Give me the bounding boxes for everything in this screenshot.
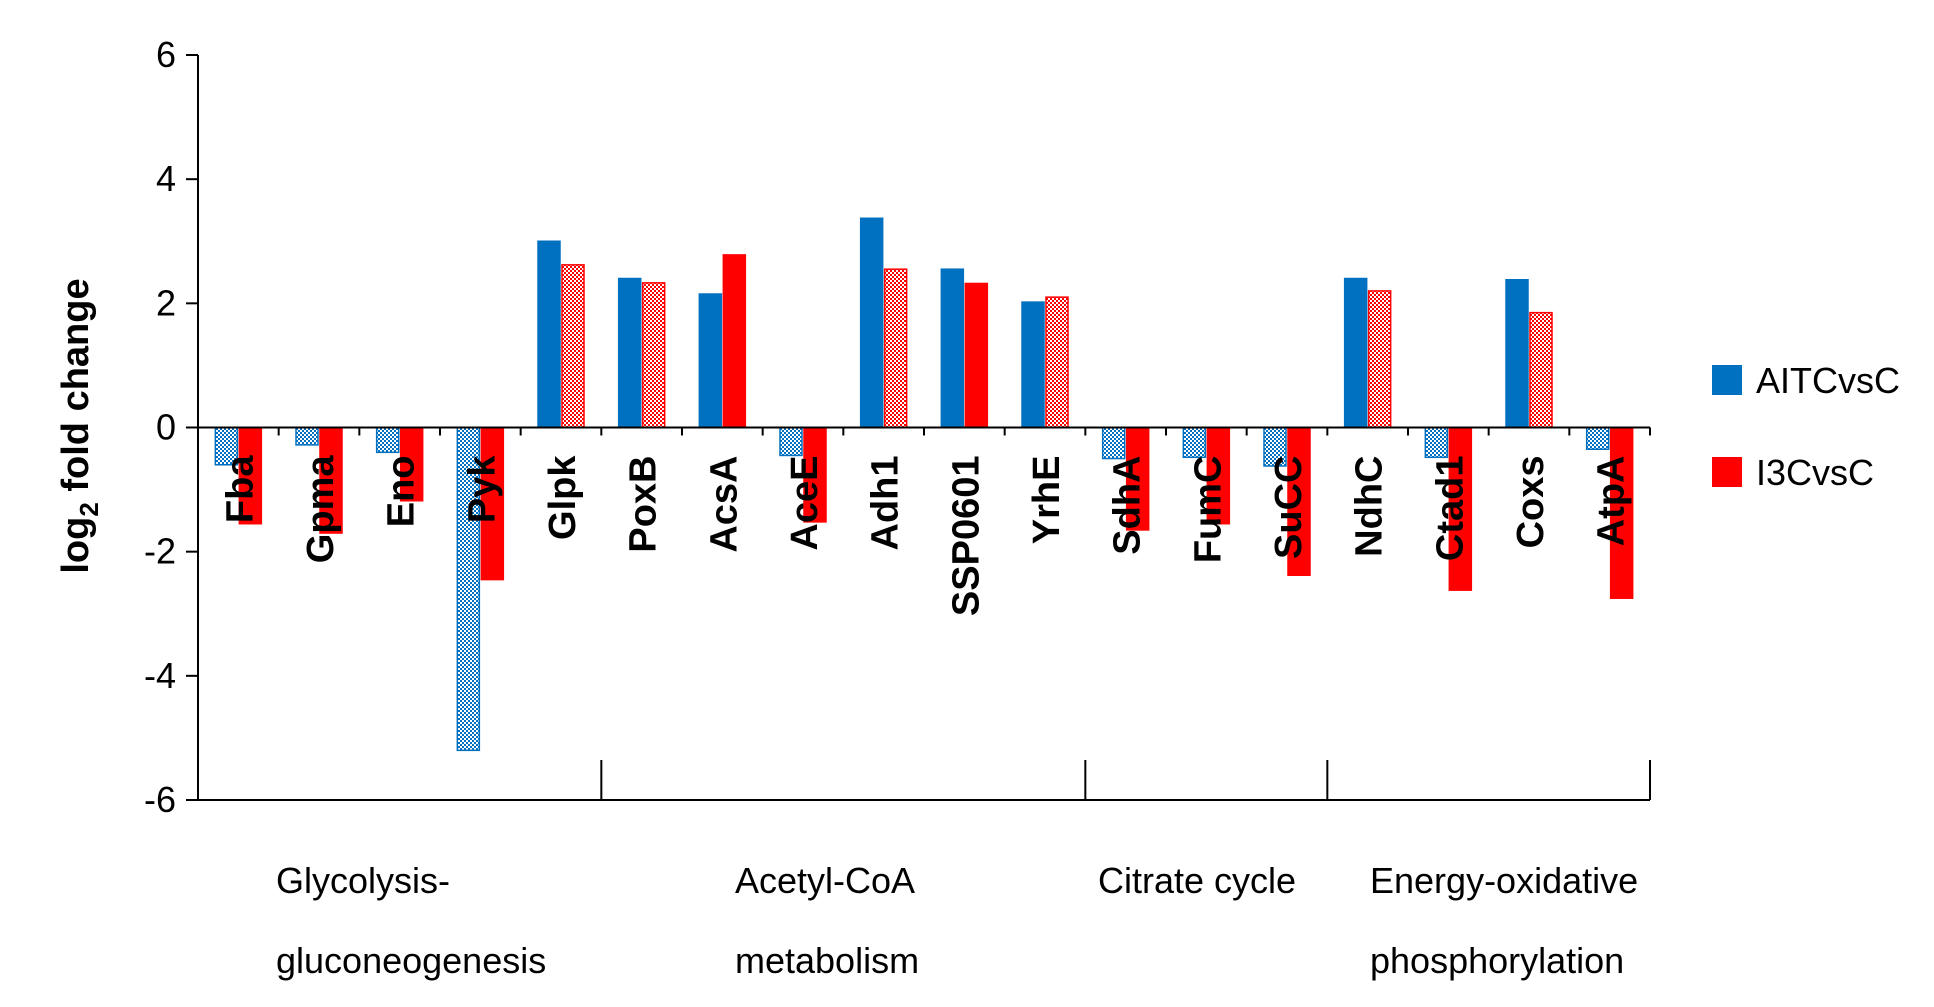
bar-aitcvsc-acsa bbox=[698, 293, 723, 429]
bar-aitcvsc-ctad1 bbox=[1424, 426, 1449, 459]
bar-aitcvsc-gpma bbox=[295, 426, 319, 446]
bar-aitcvsc-adh1 bbox=[859, 217, 884, 429]
category-labels: Fba Gpma Eno Pyk Glpk PoxB AcsA AceE Adh1 SSP0601… bbox=[219, 455, 1632, 616]
bar-aitcvsc-coxs bbox=[1505, 278, 1529, 429]
category-label-gpma: Gpma bbox=[300, 455, 342, 564]
category-label-coxs: Coxs bbox=[1510, 456, 1552, 549]
bar-aitcvsc-sdha bbox=[1101, 426, 1126, 460]
bar-aitcvsc-ndhc bbox=[1343, 277, 1368, 429]
legend-label-aitcvsc: AITCvsC bbox=[1756, 360, 1900, 401]
y-tick-label: -4 bbox=[144, 655, 176, 696]
bar-aitcvsc-eno bbox=[375, 426, 400, 454]
category-label-sdha: SdhA bbox=[1107, 456, 1149, 555]
bar-aitcvsc-yrhe bbox=[1021, 301, 1045, 429]
group-label-line: Acetyl-CoA bbox=[735, 860, 915, 901]
bars-layer bbox=[214, 217, 1634, 752]
y-tick-label: 6 bbox=[156, 34, 176, 75]
category-label-poxb: PoxB bbox=[623, 456, 665, 553]
bar-i3cvsc-ssp0601 bbox=[964, 282, 989, 429]
group-label-line: Energy-oxidative bbox=[1370, 860, 1638, 901]
category-label-ndhc: NdhC bbox=[1349, 456, 1391, 557]
category-label-succ: SuCC bbox=[1268, 456, 1310, 559]
category-label-glpk: Glpk bbox=[542, 455, 584, 540]
legend: AITCvsC I3CvsC bbox=[1712, 360, 1900, 493]
category-label-acee: AceE bbox=[784, 456, 826, 551]
y-axis-label: log2 fold change bbox=[55, 278, 104, 573]
bar-i3cvsc-ndhc bbox=[1367, 290, 1392, 429]
category-label-ctad1: Ctad1 bbox=[1429, 456, 1471, 562]
category-label-atpa: AtpA bbox=[1591, 456, 1633, 547]
bar-aitcvsc-acee bbox=[779, 426, 803, 457]
bar-i3cvsc-poxb bbox=[641, 282, 666, 429]
group-label-line: gluconeogenesis bbox=[276, 940, 546, 981]
category-label-eno: Eno bbox=[381, 456, 423, 528]
bar-aitcvsc-ssp0601 bbox=[940, 268, 965, 429]
bar-i3cvsc-yrhe bbox=[1045, 296, 1069, 429]
bar-i3cvsc-glpk bbox=[561, 264, 585, 429]
group-label-line: metabolism bbox=[735, 940, 919, 981]
category-label-ssp0601: SSP0601 bbox=[945, 456, 987, 617]
group-label-line: Citrate cycle bbox=[1098, 860, 1296, 901]
category-label-yrhe: YrhE bbox=[1026, 456, 1068, 545]
category-label-pyk: Pyk bbox=[461, 455, 503, 523]
bar-i3cvsc-coxs bbox=[1529, 311, 1553, 429]
bar-i3cvsc-adh1 bbox=[883, 268, 908, 429]
category-label-fumc: FumC bbox=[1187, 456, 1229, 564]
legend-swatch-i3cvsc bbox=[1712, 457, 1742, 487]
bar-aitcvsc-glpk bbox=[537, 240, 561, 429]
category-label-fba: Fba bbox=[219, 455, 261, 523]
axes-layer: -6 -4 -2 0 2 4 6 bbox=[144, 34, 1651, 820]
category-label-acsa: AcsA bbox=[703, 456, 745, 553]
bar-aitcvsc-fumc bbox=[1182, 426, 1207, 459]
bar-aitcvsc-poxb bbox=[617, 277, 642, 429]
legend-swatch-aitcvsc bbox=[1712, 365, 1742, 395]
legend-label-i3cvsc: I3CvsC bbox=[1756, 452, 1874, 493]
y-tick-label: 0 bbox=[156, 407, 176, 448]
group-label-line: phosphorylation bbox=[1370, 940, 1624, 981]
y-tick-label: -2 bbox=[144, 531, 176, 572]
y-tick-label: -6 bbox=[144, 779, 176, 820]
group-labels: Glycolysis-gluconeogenesis Acetyl-CoA meta… bbox=[197, 760, 1651, 981]
category-label-adh1: Adh1 bbox=[865, 456, 907, 551]
y-tick-label: 4 bbox=[156, 158, 176, 199]
bar-aitcvsc-atpa bbox=[1585, 426, 1610, 450]
bar-i3cvsc-acsa bbox=[722, 254, 747, 429]
y-tick-label: 2 bbox=[156, 282, 176, 323]
group-label-line: Glycolysis- bbox=[276, 860, 450, 901]
